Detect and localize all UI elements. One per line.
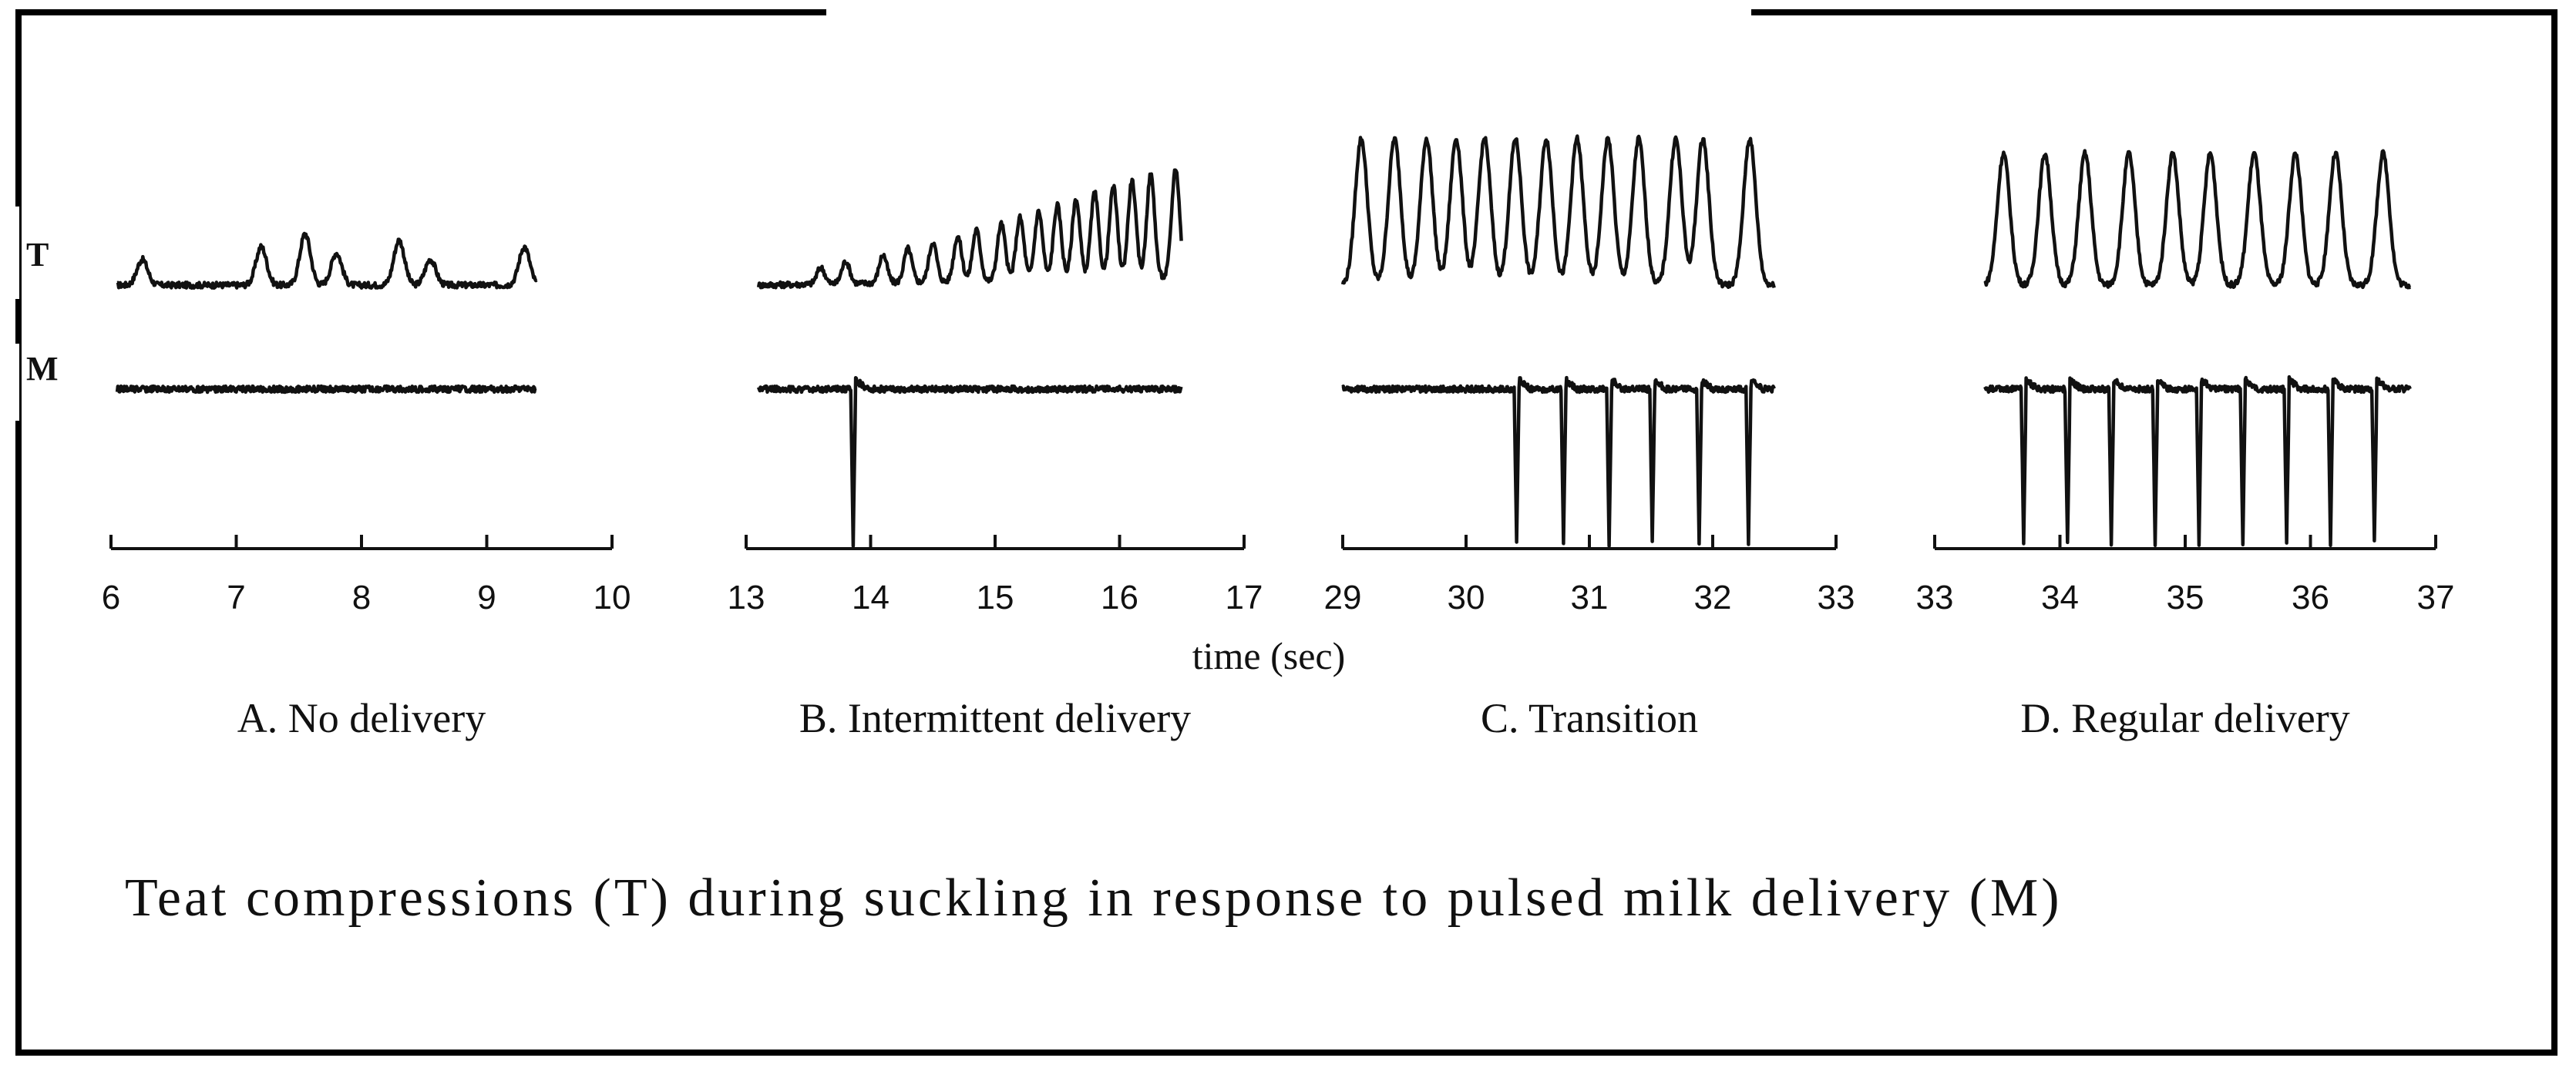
milk-trace: [1983, 374, 2412, 547]
teat-trace: [1983, 149, 2412, 290]
teat-trace: [116, 231, 538, 291]
frame-gap: [13, 207, 19, 299]
panel-caption: A. No delivery: [237, 695, 486, 741]
milk-trace: [115, 384, 538, 395]
panel-caption: C. Transition: [1481, 695, 1698, 741]
tick-label: 37: [2417, 579, 2455, 616]
milk-trace: [1341, 375, 1776, 548]
row-label-milk: M: [26, 350, 59, 388]
axis-title: time (sec): [1192, 634, 1346, 677]
frame-gap: [13, 344, 19, 421]
teat-trace: [756, 168, 1183, 290]
figure-caption: Teat compressions (T) during suckling in…: [125, 868, 2063, 928]
tick-label: 33: [1818, 579, 1855, 616]
tick-label: 9: [477, 579, 496, 616]
tick-label: 36: [2292, 579, 2329, 616]
tick-label: 33: [1916, 579, 1954, 616]
tick-label: 10: [594, 579, 631, 616]
tick-label: 32: [1694, 579, 1732, 616]
tick-label: 34: [2041, 579, 2079, 616]
tick-label: 6: [102, 579, 120, 616]
tick-label: 7: [227, 579, 245, 616]
tick-label: 29: [1324, 579, 1362, 616]
teat-trace: [1340, 134, 1776, 290]
tick-label: 16: [1101, 579, 1138, 616]
tick-label: 35: [2167, 579, 2204, 616]
tick-label: 17: [1226, 579, 1263, 616]
tick-label: 13: [728, 579, 765, 616]
milk-trace: [756, 375, 1183, 548]
tick-label: 31: [1571, 579, 1609, 616]
panel-caption: B. Intermittent delivery: [799, 695, 1191, 741]
tick-label: 14: [852, 579, 889, 616]
row-label-teat: T: [26, 236, 49, 274]
tick-label: 15: [977, 579, 1014, 616]
panel-caption: D. Regular delivery: [2020, 695, 2349, 741]
frame-gap: [826, 9, 1751, 17]
tick-label: 30: [1448, 579, 1485, 616]
tick-label: 8: [352, 579, 371, 616]
